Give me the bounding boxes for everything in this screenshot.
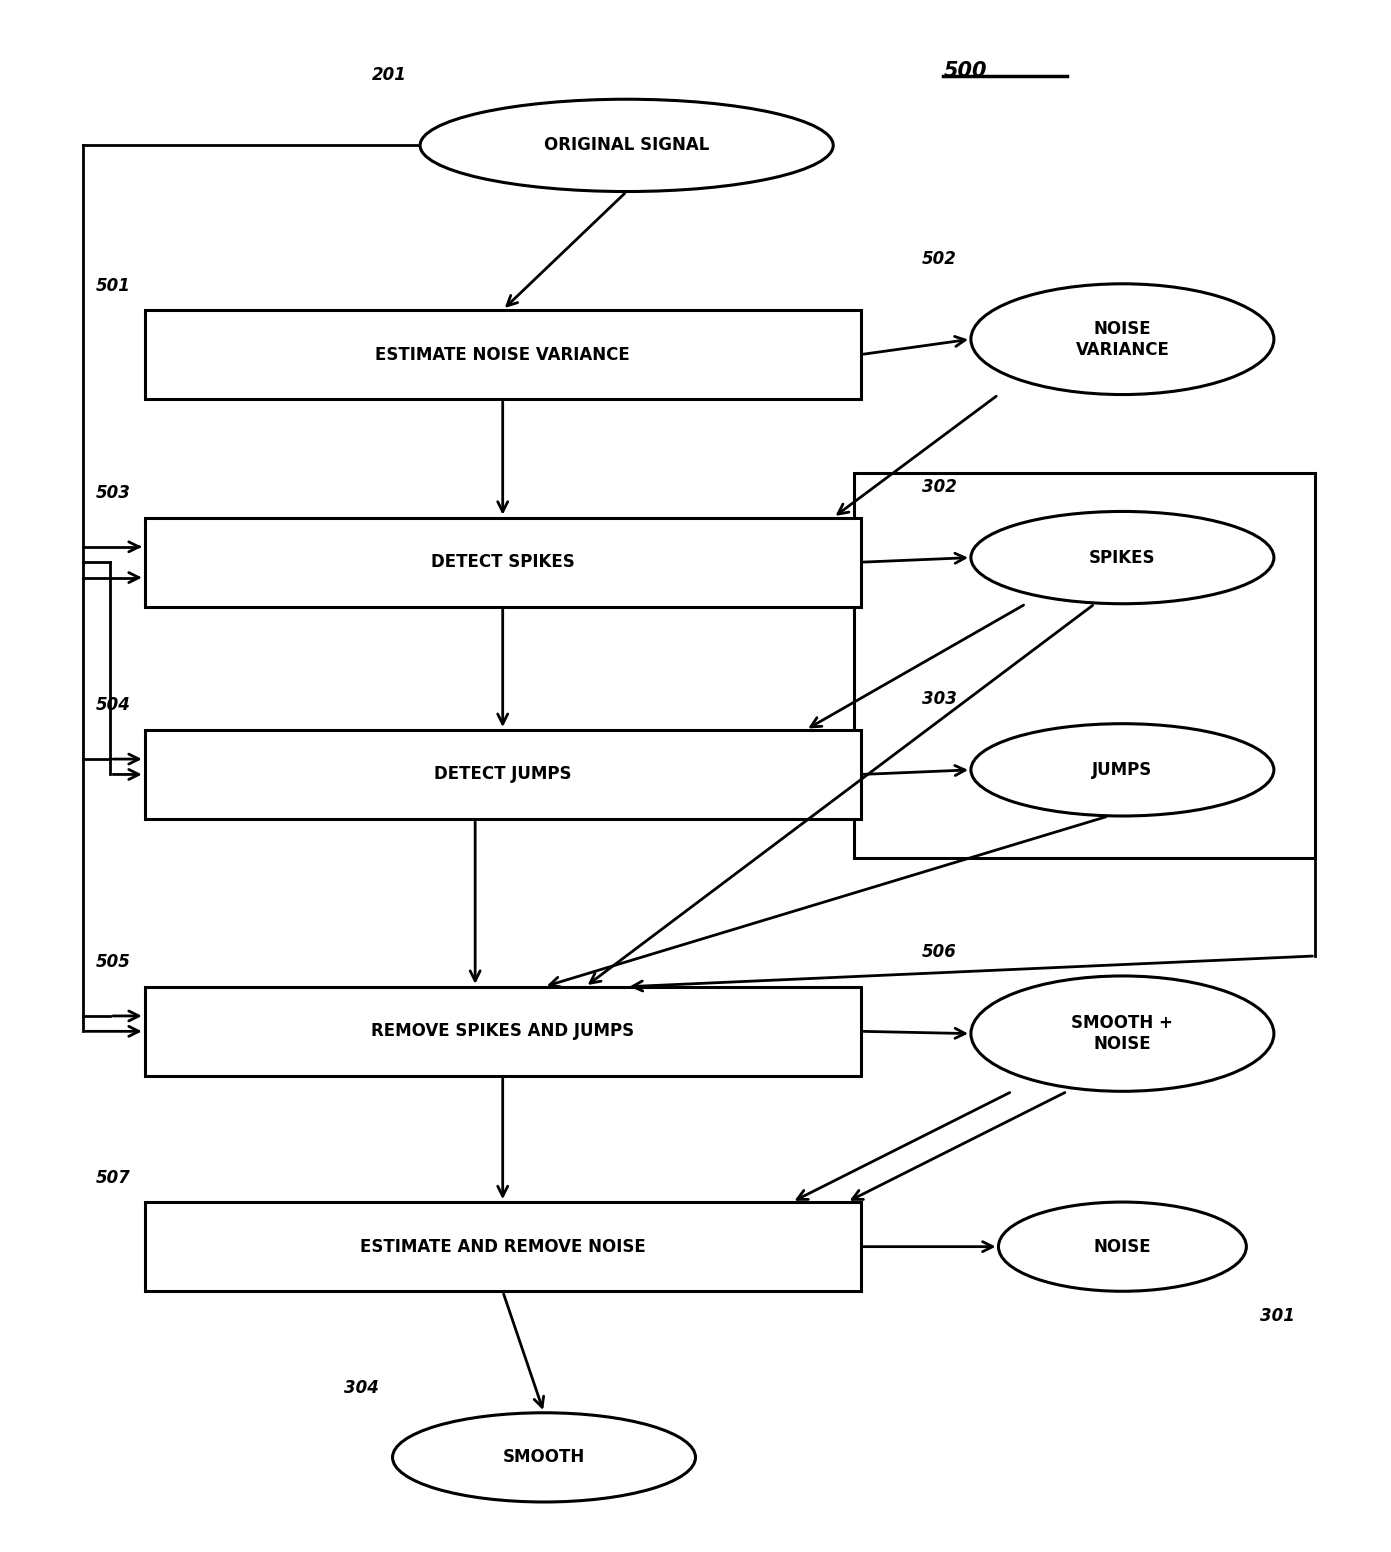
Ellipse shape [971,723,1274,816]
Text: 303: 303 [922,691,957,708]
Text: SPIKES: SPIKES [1089,548,1156,566]
Text: NOISE: NOISE [1093,1237,1152,1256]
Text: ORIGINAL SIGNAL: ORIGINAL SIGNAL [544,137,709,154]
FancyBboxPatch shape [145,729,861,819]
Text: 502: 502 [922,250,957,268]
Text: 304: 304 [344,1380,378,1397]
Ellipse shape [420,99,833,191]
FancyBboxPatch shape [145,518,861,607]
FancyBboxPatch shape [145,1203,861,1291]
Text: SMOOTH: SMOOTH [504,1448,586,1467]
Ellipse shape [971,284,1274,394]
Text: SMOOTH +
NOISE: SMOOTH + NOISE [1071,1015,1174,1054]
Text: 503: 503 [96,484,131,503]
Text: ESTIMATE NOISE VARIANCE: ESTIMATE NOISE VARIANCE [376,346,630,363]
Text: REMOVE SPIKES AND JUMPS: REMOVE SPIKES AND JUMPS [371,1023,634,1040]
FancyBboxPatch shape [145,310,861,399]
FancyBboxPatch shape [145,987,861,1076]
Text: DETECT JUMPS: DETECT JUMPS [434,765,572,784]
Text: 505: 505 [96,953,131,972]
Text: 500: 500 [943,61,986,81]
Text: NOISE
VARIANCE: NOISE VARIANCE [1075,320,1170,359]
Text: 504: 504 [96,697,131,714]
Ellipse shape [999,1203,1246,1291]
Text: ESTIMATE AND REMOVE NOISE: ESTIMATE AND REMOVE NOISE [360,1237,645,1256]
Text: 201: 201 [371,65,406,84]
Text: 301: 301 [1260,1307,1295,1325]
Text: 506: 506 [922,942,957,961]
Text: 302: 302 [922,478,957,497]
Ellipse shape [971,976,1274,1091]
Text: 507: 507 [96,1169,131,1187]
Ellipse shape [392,1412,696,1502]
Text: DETECT SPIKES: DETECT SPIKES [431,553,574,571]
Text: JUMPS: JUMPS [1092,760,1153,779]
Ellipse shape [971,512,1274,604]
Text: 501: 501 [96,276,131,295]
